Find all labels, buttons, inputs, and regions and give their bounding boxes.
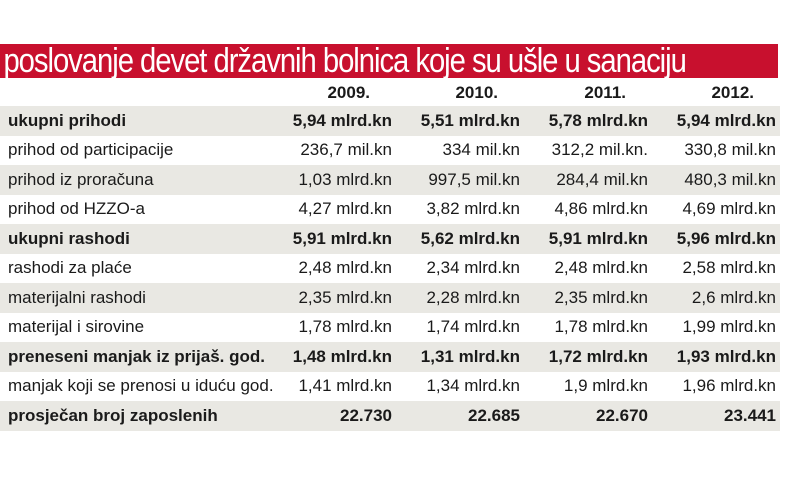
table-cell: 5,94 mlrd.kn xyxy=(652,106,780,136)
table-cell: 1,78 mlrd.kn xyxy=(554,317,648,337)
table-cell: 330,8 mil.kn xyxy=(684,140,776,160)
row-label: ukupni prihodi xyxy=(0,106,268,136)
table-cell: 22.730 xyxy=(268,401,396,431)
table-cell: 1,31 mlrd.kn xyxy=(396,342,524,372)
table-row: prihod od participacije 236,7 mil.kn 334 m… xyxy=(0,136,780,166)
table-cell: 4,86 mlrd.kn xyxy=(554,199,648,219)
table-cell: 236,7 mil.kn xyxy=(300,140,392,160)
row-label: prihod od HZZO-a xyxy=(8,199,145,219)
table-cell: 1,34 mlrd.kn xyxy=(426,376,520,396)
table-cell: 3,82 mlrd.kn xyxy=(426,199,520,219)
table-row: preneseni manjak iz prijaš. god. 1,48 mlr… xyxy=(0,342,780,372)
table-cell: 22.670 xyxy=(524,401,652,431)
row-label: manjak koji se prenosi u iduću god. xyxy=(8,376,274,396)
header-row: 2009. 2010. 2011. 2012. xyxy=(0,80,780,106)
table-row: prihod iz proračuna 1,03 mlrd.kn 997,5 mil… xyxy=(0,165,780,195)
table-cell: 2,34 mlrd.kn xyxy=(426,258,520,278)
table-cell: 5,51 mlrd.kn xyxy=(396,106,524,136)
table-cell: 2,6 mlrd.kn xyxy=(652,283,780,313)
chart-title: poslovanje devet državnih bolnica koje s… xyxy=(3,42,686,80)
table-cell: 2,48 mlrd.kn xyxy=(298,258,392,278)
row-label: prihod iz proračuna xyxy=(0,165,268,195)
table-cell: 2,58 mlrd.kn xyxy=(682,258,776,278)
table-row: ukupni rashodi 5,91 mlrd.kn 5,62 mlrd.kn 5,… xyxy=(0,224,780,254)
row-label: preneseni manjak iz prijaš. god. xyxy=(0,342,268,372)
table-cell: 1,03 mlrd.kn xyxy=(268,165,396,195)
table-row: prihod od HZZO-a 4,27 mlrd.kn 3,82 mlrd.kn… xyxy=(0,195,780,225)
row-label: materijal i sirovine xyxy=(8,317,145,337)
row-label: materijalni rashodi xyxy=(0,283,268,313)
table-row: ukupni prihodi 5,94 mlrd.kn 5,51 mlrd.kn 5,… xyxy=(0,106,780,136)
column-header: 2011. xyxy=(584,83,626,102)
table-cell: 1,99 mlrd.kn xyxy=(682,317,776,337)
table-row: materijalni rashodi 2,35 mlrd.kn 2,28 mlrd… xyxy=(0,283,780,313)
table-cell: 2,35 mlrd.kn xyxy=(268,283,396,313)
table-cell: 1,74 mlrd.kn xyxy=(426,317,520,337)
table-cell: 1,48 mlrd.kn xyxy=(268,342,396,372)
table-cell: 1,96 mlrd.kn xyxy=(682,376,776,396)
table-cell: 5,78 mlrd.kn xyxy=(524,106,652,136)
table-cell: 1,41 mlrd.kn xyxy=(298,376,392,396)
table-row: prosječan broj zaposlenih 22.730 22.685 22.… xyxy=(0,401,780,431)
table-cell: 5,62 mlrd.kn xyxy=(396,224,524,254)
column-header: 2012. xyxy=(711,83,754,102)
table-row: rashodi za plaće 2,48 mlrd.kn 2,34 mlrd.kn… xyxy=(0,254,780,284)
column-header: 2009. xyxy=(327,83,370,102)
title-bar: poslovanje devet državnih bolnica koje s… xyxy=(0,44,778,78)
table-cell: 284,4 mil.kn xyxy=(524,165,652,195)
row-label: rashodi za plaće xyxy=(8,258,132,278)
table-cell: 1,93 mlrd.kn xyxy=(652,342,780,372)
table-cell: 1,78 mlrd.kn xyxy=(298,317,392,337)
column-header: 2010. xyxy=(455,83,498,102)
table-cell: 997,5 mil.kn xyxy=(396,165,524,195)
table-cell: 1,9 mlrd.kn xyxy=(563,376,648,396)
table-cell: 1,72 mlrd.kn xyxy=(524,342,652,372)
row-label: prosječan broj zaposlenih xyxy=(0,401,268,431)
table-cell: 312,2 mil.kn. xyxy=(551,140,648,160)
table-cell: 2,28 mlrd.kn xyxy=(396,283,524,313)
data-table: 2009. 2010. 2011. 2012. ukupni prihodi 5,… xyxy=(0,80,780,431)
header-corner xyxy=(0,80,268,106)
table-cell: 5,94 mlrd.kn xyxy=(268,106,396,136)
table-cell: 334 mil.kn xyxy=(442,140,520,160)
table-row: manjak koji se prenosi u iduću god. 1,41 … xyxy=(0,372,780,402)
row-label: ukupni rashodi xyxy=(0,224,268,254)
table-row: materijal i sirovine 1,78 mlrd.kn 1,74 mlr… xyxy=(0,313,780,343)
table-cell: 480,3 mil.kn xyxy=(652,165,780,195)
table-cell: 4,27 mlrd.kn xyxy=(298,199,392,219)
row-label: prihod od participacije xyxy=(8,140,174,160)
table-cell: 4,69 mlrd.kn xyxy=(682,199,776,219)
table-cell: 2,35 mlrd.kn xyxy=(524,283,652,313)
table-cell: 5,96 mlrd.kn xyxy=(652,224,780,254)
table-cell: 5,91 mlrd.kn xyxy=(524,224,652,254)
table-cell: 22.685 xyxy=(396,401,524,431)
table-cell: 2,48 mlrd.kn xyxy=(554,258,648,278)
table-body: ukupni prihodi 5,94 mlrd.kn 5,51 mlrd.kn 5,… xyxy=(0,106,780,431)
table-cell: 23.441 xyxy=(652,401,780,431)
table-cell: 5,91 mlrd.kn xyxy=(268,224,396,254)
